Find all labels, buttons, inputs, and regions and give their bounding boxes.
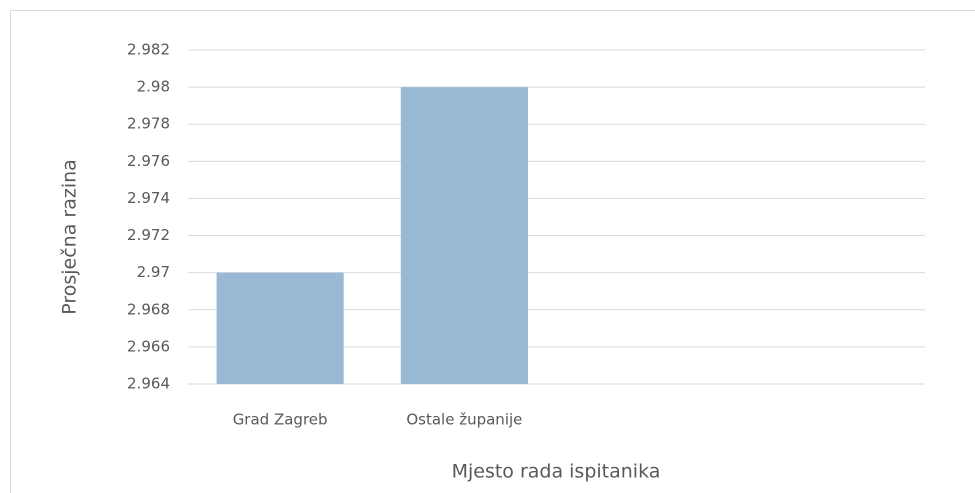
y-axis-title: Prosječna razina	[59, 159, 81, 315]
y-tick-label: 2.976	[127, 152, 170, 170]
bar	[216, 272, 344, 384]
y-tick-label: 2.974	[127, 189, 170, 207]
y-tick-label: 2.98	[137, 78, 170, 96]
y-tick-label: 2.97	[137, 263, 170, 281]
y-tick-label: 2.982	[127, 41, 170, 59]
y-tick-label: 2.968	[127, 300, 170, 318]
y-tick-label: 2.978	[127, 115, 170, 133]
y-tick-label: 2.964	[127, 375, 170, 393]
bar	[400, 87, 528, 384]
y-tick-label: 2.966	[127, 337, 170, 355]
x-axis-title: Mjesto rada ispitanika	[452, 461, 661, 483]
x-tick-label: Grad Zagreb	[233, 411, 328, 429]
y-tick-label: 2.972	[127, 226, 170, 244]
x-tick-label: Ostale županije	[406, 411, 522, 429]
